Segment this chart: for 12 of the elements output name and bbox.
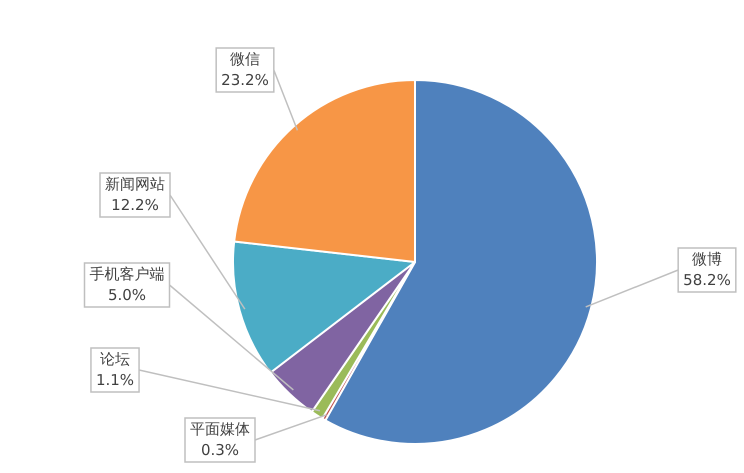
slice-label: 论坛 [100, 350, 130, 368]
data-label: 5.0% [108, 286, 146, 304]
data-label: 1.1% [96, 370, 134, 389]
slice-label: 微信 [230, 50, 260, 68]
slice-label: 手机客户端 [90, 264, 164, 283]
data-label: 0.3% [200, 440, 240, 459]
data-label: 58.2% [683, 270, 731, 289]
slice-label: 微博 [692, 250, 722, 268]
slice-label: 新闻网站 [105, 174, 165, 193]
slice-label: 平面媒体 [190, 420, 250, 438]
data-label: 23.2% [221, 70, 269, 89]
data-label: 12.2% [111, 196, 159, 214]
